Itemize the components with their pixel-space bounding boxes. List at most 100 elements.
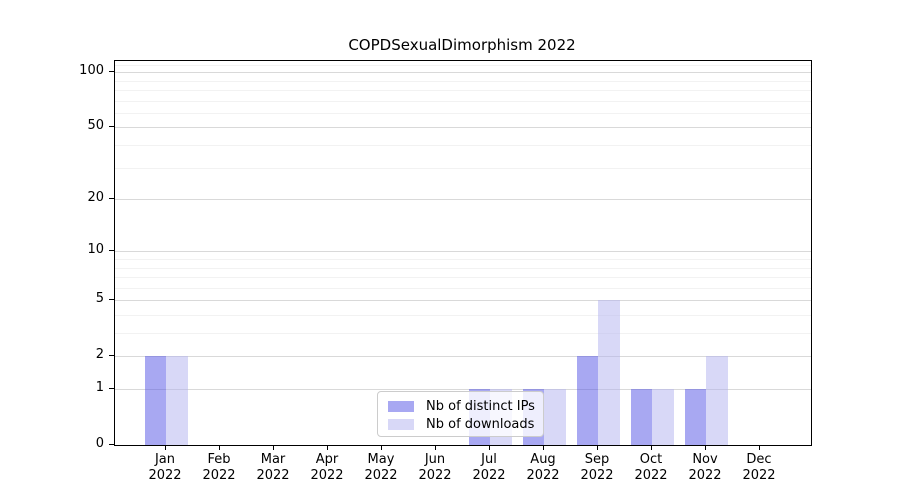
- x-tick-month: Aug: [530, 452, 556, 467]
- minor-gridline: [115, 287, 811, 289]
- x-tick-month: Nov: [692, 452, 718, 467]
- x-tick-month: Jun: [424, 452, 446, 467]
- x-tick-year: 2022: [634, 468, 668, 483]
- y-tick-mark: [109, 71, 114, 73]
- minor-gridline: [115, 100, 811, 102]
- x-tick-label: Sep 2022: [567, 452, 627, 484]
- x-tick-year: 2022: [418, 468, 452, 483]
- y-tick-label: 100: [79, 63, 104, 79]
- y-tick-mark: [109, 355, 114, 357]
- x-tick-label: Apr 2022: [297, 452, 357, 484]
- legend-item: Nb of downloads: [388, 415, 535, 433]
- major-gridline: [115, 356, 811, 358]
- bar-downloads: [598, 300, 620, 445]
- x-tick-mark: [759, 445, 760, 450]
- minor-gridline: [115, 145, 811, 146]
- legend-label: Nb of distinct IPs: [426, 398, 535, 414]
- y-tick-label: 1: [95, 380, 104, 395]
- legend-swatch-downloads: [388, 418, 414, 430]
- x-tick-mark: [489, 445, 490, 450]
- legend-label: Nb of downloads: [426, 416, 535, 432]
- x-tick-year: 2022: [202, 468, 236, 483]
- bar-downloads: [706, 356, 728, 445]
- bar-downloads: [544, 389, 566, 445]
- y-tick-label: 0: [95, 436, 104, 451]
- x-tick-label: Jul 2022: [459, 452, 519, 484]
- x-tick-label: Jan 2022: [135, 452, 195, 484]
- x-tick-label: May 2022: [351, 452, 411, 484]
- y-tick-label: 10: [87, 242, 104, 258]
- chart-title: COPDSexualDimorphism 2022: [348, 36, 576, 54]
- bar-distinct-ips: [684, 389, 706, 445]
- y-tick-mark: [109, 299, 114, 301]
- x-tick-label: Feb 2022: [189, 452, 249, 484]
- major-gridline: [115, 127, 811, 129]
- x-tick-year: 2022: [148, 468, 182, 483]
- x-tick-label: Dec 2022: [729, 452, 789, 484]
- x-tick-mark: [597, 445, 598, 450]
- x-tick-mark: [435, 445, 436, 450]
- x-tick-month: Feb: [207, 452, 231, 467]
- x-tick-mark: [543, 445, 544, 450]
- minor-gridline: [115, 80, 811, 82]
- x-tick-month: Apr: [315, 452, 339, 467]
- x-tick-year: 2022: [688, 468, 722, 483]
- x-tick-month: Mar: [260, 452, 286, 467]
- y-tick-label: 2: [95, 347, 104, 363]
- minor-gridline: [115, 277, 811, 279]
- minor-gridline: [115, 258, 811, 260]
- y-tick-mark: [109, 388, 114, 389]
- major-gridline: [115, 300, 811, 302]
- x-tick-label: Jun 2022: [405, 452, 465, 484]
- x-tick-month: Jan: [154, 452, 176, 467]
- y-tick-mark: [109, 444, 114, 445]
- x-tick-year: 2022: [256, 468, 290, 483]
- major-gridline: [115, 389, 811, 390]
- x-tick-label: Oct 2022: [621, 452, 681, 484]
- x-tick-year: 2022: [526, 468, 560, 483]
- x-tick-mark: [165, 445, 166, 450]
- minor-gridline: [115, 167, 811, 169]
- minor-gridline: [115, 333, 811, 334]
- minor-gridline: [115, 267, 811, 269]
- legend-swatch-distinct-ips: [388, 400, 414, 412]
- minor-gridline: [115, 112, 811, 114]
- bar-downloads: [652, 389, 674, 445]
- major-gridline: [115, 72, 811, 74]
- x-tick-label: Aug 2022: [513, 452, 573, 484]
- bar-distinct-ips: [576, 356, 598, 445]
- x-tick-year: 2022: [310, 468, 344, 483]
- x-tick-mark: [381, 445, 382, 450]
- x-tick-month: Oct: [639, 452, 663, 467]
- y-tick-label: 5: [95, 291, 104, 307]
- x-tick-year: 2022: [742, 468, 776, 483]
- y-tick-mark: [109, 198, 114, 200]
- legend-item: Nb of distinct IPs: [388, 397, 535, 415]
- y-tick-label: 50: [87, 118, 104, 134]
- x-tick-label: Mar 2022: [243, 452, 303, 484]
- x-tick-year: 2022: [364, 468, 398, 483]
- y-tick-mark: [109, 250, 114, 252]
- x-tick-mark: [705, 445, 706, 450]
- x-tick-month: Sep: [584, 452, 610, 467]
- minor-gridline: [115, 90, 811, 91]
- bar-distinct-ips: [630, 389, 652, 445]
- y-tick-label: 20: [87, 190, 104, 206]
- x-tick-mark: [327, 445, 328, 450]
- x-tick-mark: [273, 445, 274, 450]
- minor-gridline: [115, 314, 811, 316]
- x-tick-month: Dec: [746, 452, 772, 467]
- x-tick-year: 2022: [472, 468, 506, 483]
- y-tick-mark: [109, 126, 114, 128]
- major-gridline: [115, 251, 811, 253]
- plot-area: [114, 60, 812, 446]
- x-tick-month: Jul: [481, 452, 497, 467]
- major-gridline: [115, 199, 811, 201]
- x-tick-month: May: [367, 452, 395, 467]
- bar-distinct-ips: [144, 356, 166, 445]
- x-tick-label: Nov 2022: [675, 452, 735, 484]
- minor-gridline: [115, 64, 811, 66]
- x-tick-year: 2022: [580, 468, 614, 483]
- x-tick-mark: [651, 445, 652, 450]
